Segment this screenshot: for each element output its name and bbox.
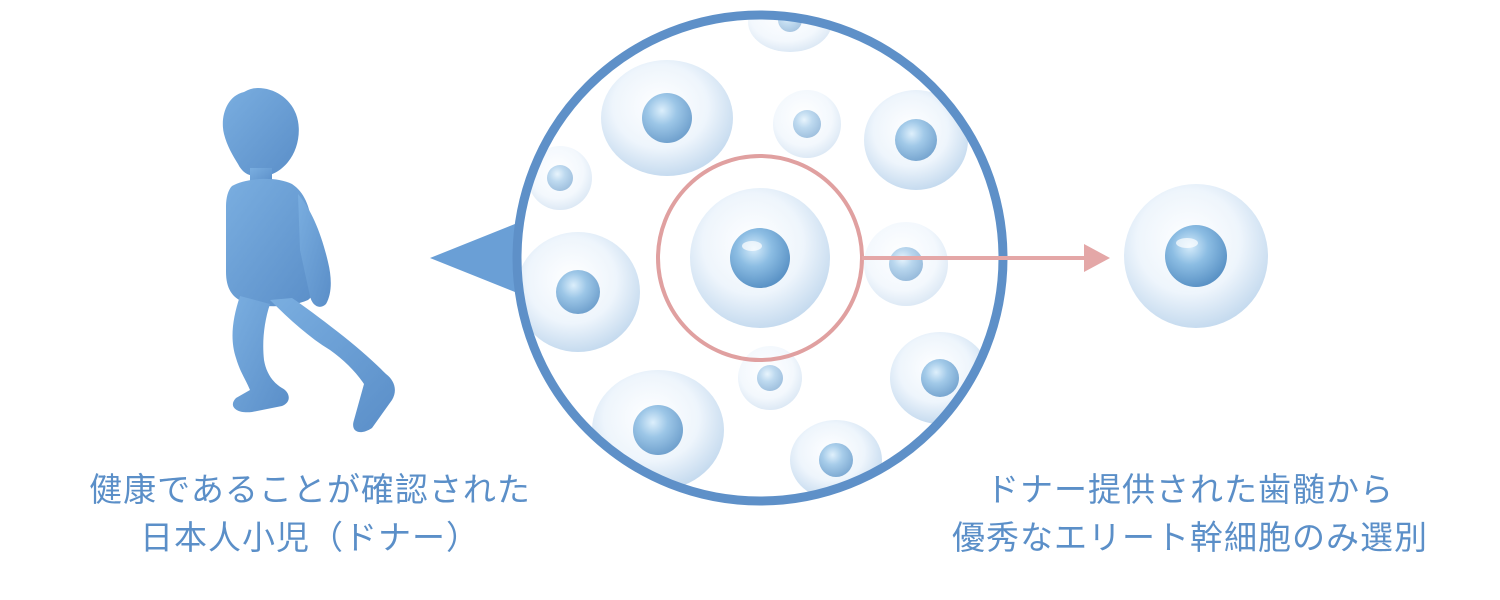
background-cell (864, 90, 968, 190)
donor-caption-line2: 日本人小児（ドナー） (140, 518, 480, 557)
selection-arrow-icon (862, 244, 1110, 272)
donor-caption: 健康であることが確認された 日本人小児（ドナー） (60, 466, 560, 562)
magnified-cell-view (512, 10, 1008, 506)
background-cell (864, 222, 948, 306)
zoom-pointer (430, 222, 520, 294)
background-cell (517, 232, 640, 352)
background-cell (528, 146, 592, 210)
selected-caption-line1: ドナー提供された歯髄から (986, 470, 1394, 509)
background-cell (592, 370, 724, 490)
selected-stem-cell (690, 188, 830, 328)
donor-caption-line1: 健康であることが確認された (89, 470, 531, 509)
selected-caption-line2: 優秀なエリート幹細胞のみ選別 (952, 518, 1428, 557)
background-cell (601, 60, 733, 176)
child-donor-silhouette-icon (222, 88, 395, 433)
elite-stem-cell (1124, 184, 1268, 328)
background-cell (773, 90, 841, 158)
background-cell (738, 346, 802, 410)
selected-cell-caption: ドナー提供された歯髄から 優秀なエリート幹細胞のみ選別 (920, 466, 1460, 562)
